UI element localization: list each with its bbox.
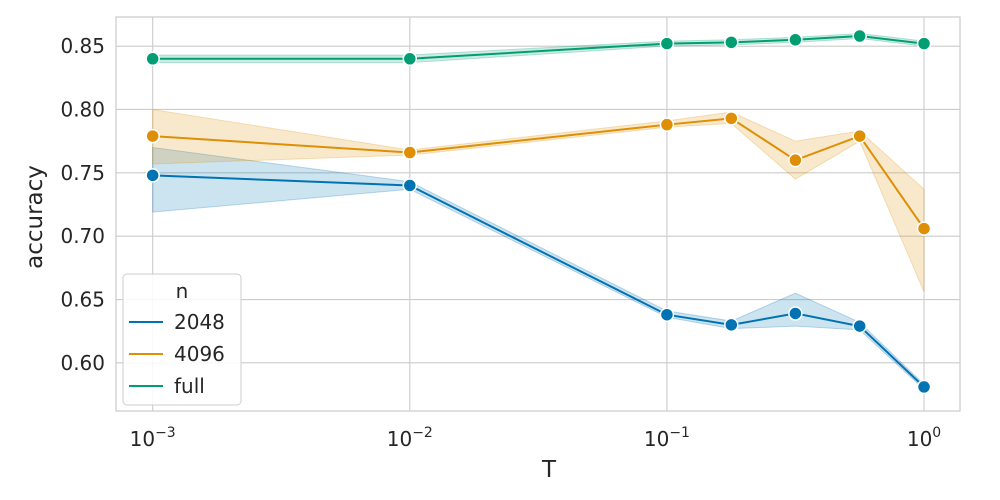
series-markers xyxy=(145,28,932,395)
line-2048 xyxy=(152,174,925,388)
x-tick-label: 10−1 xyxy=(644,425,690,451)
x-tick-base: 10 xyxy=(907,427,932,451)
y-tick-label: 0.60 xyxy=(60,351,105,375)
point-full xyxy=(402,51,418,67)
point-4096 xyxy=(852,128,867,144)
point-4096 xyxy=(659,117,675,132)
point-2048 xyxy=(145,168,160,183)
x-tick-exponent: −2 xyxy=(412,425,433,441)
point-full xyxy=(659,36,675,51)
point-2048 xyxy=(659,307,675,322)
x-tick-exponent: 0 xyxy=(932,425,941,441)
point-full xyxy=(145,51,160,67)
legend-box xyxy=(122,273,242,406)
point-4096 xyxy=(724,111,739,126)
confidence-bands xyxy=(152,32,925,391)
point-2048 xyxy=(788,306,803,321)
legend: n 2048 4096 full xyxy=(122,273,242,406)
band-2048 xyxy=(152,146,925,391)
legend-label-2048: 2048 xyxy=(174,310,225,334)
x-tick-label: 10−2 xyxy=(387,425,433,451)
point-full xyxy=(724,35,739,50)
x-tick-base: 10 xyxy=(387,427,412,451)
legend-label-full: full xyxy=(174,374,205,398)
point-4096 xyxy=(402,145,418,160)
point-full xyxy=(916,36,932,51)
point-2048 xyxy=(916,379,932,395)
y-tick-label: 0.75 xyxy=(60,161,105,185)
point-4096 xyxy=(788,152,803,168)
x-tick-label: 10−3 xyxy=(130,425,176,451)
x-tick-exponent: −3 xyxy=(155,425,176,441)
y-axis-title: accuracy xyxy=(22,165,48,269)
x-tick-base: 10 xyxy=(644,427,669,451)
y-tick-label: 0.70 xyxy=(60,224,105,248)
grid xyxy=(116,17,960,411)
point-full xyxy=(852,28,867,44)
plot-frame xyxy=(115,16,961,412)
point-2048 xyxy=(852,318,867,334)
x-axis-title: T xyxy=(541,457,557,483)
x-tick-exponent: −1 xyxy=(669,425,690,441)
y-tick-labels: 0.60 0.65 0.70 0.75 0.80 0.85 xyxy=(60,34,105,375)
point-4096 xyxy=(916,221,932,236)
series-lines xyxy=(152,34,925,388)
legend-title: n xyxy=(176,279,189,303)
y-tick-label: 0.65 xyxy=(60,288,105,312)
point-2048 xyxy=(402,178,418,193)
point-4096 xyxy=(145,128,160,144)
x-tick-base: 10 xyxy=(130,427,155,451)
legend-label-4096: 4096 xyxy=(174,342,225,366)
x-tick-label: 100 xyxy=(907,425,941,451)
band-4096 xyxy=(152,108,925,293)
x-tick-labels: 10−3 10−2 10−1 100 xyxy=(130,425,942,451)
point-full xyxy=(788,32,803,48)
y-tick-label: 0.80 xyxy=(60,97,105,121)
y-tick-label: 0.85 xyxy=(60,34,105,58)
point-2048 xyxy=(724,317,739,333)
